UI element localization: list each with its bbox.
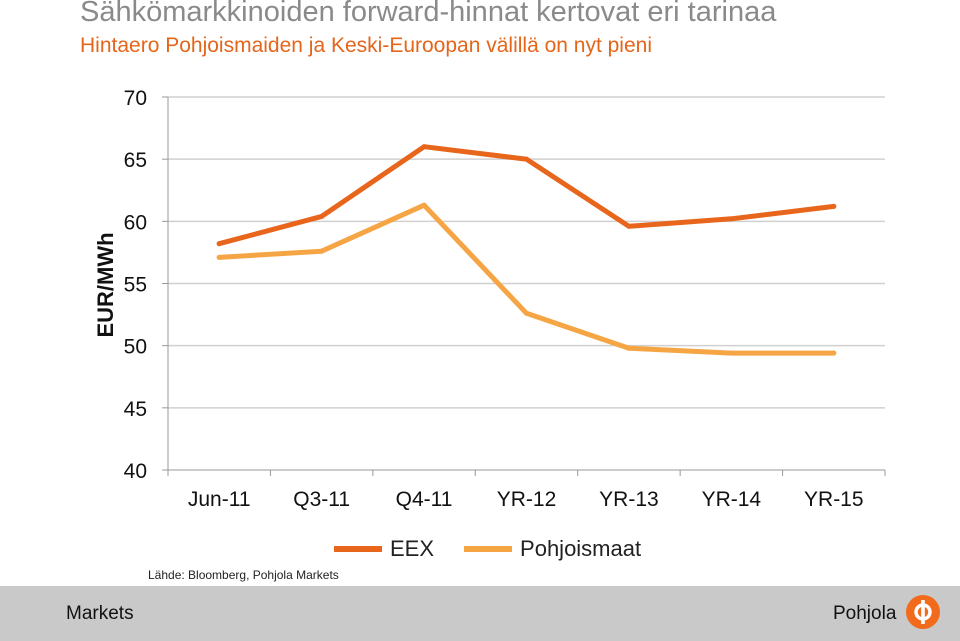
y-tick-label: 40 [124, 460, 147, 483]
footer-pohjola-label: Pohjola [833, 603, 897, 624]
y-tick-label: 65 [124, 149, 147, 172]
x-tick-label: YR-12 [497, 488, 557, 511]
legend-label-eex: EEX [390, 536, 435, 561]
pohjola-logo-icon [906, 595, 940, 629]
data-point [626, 345, 632, 351]
y-tick-label: 55 [124, 274, 147, 297]
chart-subtitle: Hintaero Pohjoismaiden ja Keski-Euroopan… [80, 34, 652, 57]
legend-label-pohjoismaat: Pohjoismaat [520, 536, 642, 561]
legend-item-eex: EEX [334, 536, 434, 562]
series-line-pohjoismaat [216, 202, 837, 356]
data-point [421, 144, 427, 150]
footer-bar: Markets Pohjola [0, 586, 960, 641]
data-point [319, 248, 325, 254]
footer-markets-label: Markets [66, 603, 134, 624]
data-point [216, 241, 222, 247]
legend-swatch-eex [334, 546, 382, 552]
x-tick-label: Q3-11 [293, 488, 350, 511]
data-point [728, 216, 734, 222]
data-point [626, 223, 632, 229]
chart-title: Sähkömarkkinoiden forward-hinnat kertova… [80, 0, 777, 28]
chart-legend: EEX Pohjoismaat [334, 536, 671, 562]
data-point [728, 350, 734, 356]
y-axis-label: EUR/MWh [93, 232, 118, 337]
data-point [524, 156, 529, 162]
x-tick-label: Q4-11 [396, 488, 453, 511]
y-tick-label: 60 [124, 211, 147, 234]
x-tick-label: YR-14 [702, 488, 762, 511]
y-tick-label: 50 [124, 336, 147, 359]
x-tick-label: Jun-11 [188, 488, 251, 511]
data-point [421, 202, 427, 208]
y-tick-label: 45 [124, 398, 147, 421]
data-point [831, 350, 837, 356]
data-point [216, 254, 222, 260]
x-tick-label: YR-15 [804, 488, 864, 511]
data-point [319, 213, 325, 219]
y-tick-label: 70 [124, 87, 147, 110]
data-point [524, 310, 529, 316]
source-note: Lähde: Bloomberg, Pohjola Markets [148, 568, 339, 582]
data-point [831, 203, 837, 209]
legend-item-pohjoismaat: Pohjoismaat [464, 536, 641, 562]
line-chart: 40 45 50 55 60 65 70 Jun-11 Q3-11 Q4-11 YR-12 YR-13… [93, 87, 886, 511]
legend-swatch-pohjoismaat [464, 546, 513, 552]
x-tick-label: YR-13 [599, 488, 659, 511]
